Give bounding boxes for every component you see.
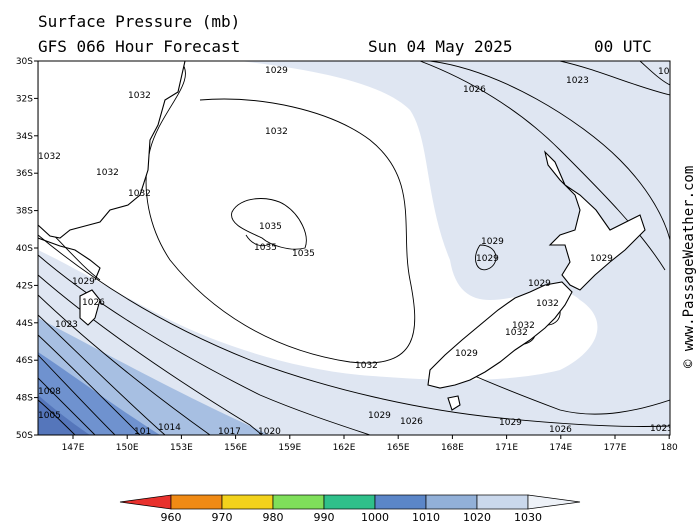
lon-tick-label: 177E: [604, 443, 627, 453]
isobar-label: 1008: [38, 387, 61, 397]
lon-tick-label: 180: [661, 443, 678, 453]
isobar-label: 1023: [55, 320, 78, 330]
isobar-label: 1014: [158, 423, 181, 433]
credit-text: © www.PassageWeather.com: [681, 166, 697, 368]
isobar-label: 1032: [96, 168, 119, 178]
isobar-label: 1035: [292, 249, 315, 259]
bass-strait-coast: [38, 237, 101, 281]
lat-tick-label: 34S: [16, 132, 33, 142]
credit-text-container: © www.PassageWeather.com: [676, 150, 700, 370]
isobar-label: 1029: [368, 411, 391, 421]
isobar-label: 1032: [505, 328, 528, 338]
isobar-label: 1032: [512, 321, 535, 331]
isobar-label: 1026: [82, 298, 105, 308]
legend-swatch: [323, 494, 376, 510]
lon-tick-label: 165E: [387, 443, 410, 453]
lat-tick-label: 42S: [16, 281, 33, 291]
pressure-band-deep: [38, 395, 90, 435]
isobar-label: 1032: [265, 127, 288, 137]
pressure-legend: 960 970 980 990 1000 1010 1020 1030: [119, 494, 581, 524]
isobar-label: 1029: [455, 349, 478, 359]
legend-label: 1020: [463, 511, 491, 524]
lat-tick-label: 40S: [16, 244, 33, 254]
isobar-label: 1032: [128, 91, 151, 101]
pressure-band-1000: [38, 352, 160, 435]
isobar-label: 1029: [265, 66, 288, 76]
lat-tick-label: 30S: [16, 57, 33, 67]
isobar-label: 1032: [128, 189, 151, 199]
legend-arrow-high: [527, 494, 581, 510]
legend-swatch: [425, 494, 478, 510]
isobar-label: 1029: [499, 418, 522, 428]
isobar-label: 1023: [566, 76, 589, 86]
lon-tick-label: 159E: [278, 443, 301, 453]
isobar-label: 1026: [400, 417, 423, 427]
isobar-label: 1029: [590, 254, 613, 264]
stewart-island: [447, 395, 461, 411]
lat-tick-label: 46S: [16, 356, 33, 366]
legend-swatch: [221, 494, 274, 510]
isobar-label: 1005: [38, 411, 61, 421]
isobar-label: 1020: [258, 427, 281, 437]
lon-tick-label: 174E: [549, 443, 572, 453]
legend-label: 1000: [361, 511, 389, 524]
lon-tick-label: 150E: [116, 443, 139, 453]
map-title: Surface Pressure (mb): [38, 12, 241, 31]
legend-label: 990: [314, 511, 335, 524]
tasmania: [79, 289, 101, 326]
isobar-label: 1032: [355, 361, 378, 371]
legend-label: 960: [161, 511, 182, 524]
lon-tick-label: 168E: [441, 443, 464, 453]
isobar-label: 1032: [536, 299, 559, 309]
isobar-label: 1026: [463, 85, 486, 95]
legend-label: 1010: [412, 511, 440, 524]
longitude-axis: 147E 150E 153E 156E 159E 162E 165E 168E 171E 174E…: [62, 435, 678, 453]
isobar-label: 1029: [528, 279, 551, 289]
legend-arrow-low: [119, 494, 172, 510]
lat-tick-label: 36S: [16, 169, 33, 179]
legend-label: 980: [263, 511, 284, 524]
isobar-label-group: 1029 1026 1023 102 1032 1032 1032 1032 1…: [38, 66, 675, 437]
pressure-band-1030: [38, 61, 598, 380]
isobar-label: 1029: [72, 277, 95, 287]
isobar-label: 1032: [38, 152, 61, 162]
lon-tick-label: 162E: [333, 443, 356, 453]
coastlines: [38, 61, 646, 411]
australia-coast: [38, 61, 186, 239]
isobar-label: 1029: [476, 254, 499, 264]
isobar-label: 1026: [549, 425, 572, 435]
latitude-axis: 30S 32S 34S 36S 38S 40S 42S 44S 46S 48S 50S: [16, 57, 38, 441]
lon-tick-label: 156E: [224, 443, 247, 453]
isobar-label: 1023: [650, 424, 673, 434]
lat-tick-label: 38S: [16, 207, 33, 217]
nz-north-island: [544, 150, 646, 291]
legend-label: 970: [212, 511, 233, 524]
lat-tick-label: 32S: [16, 94, 33, 104]
lon-tick-label: 153E: [170, 443, 193, 453]
lon-tick-label: 171E: [495, 443, 518, 453]
isobar-label: 101: [134, 427, 151, 437]
nz-south-island: [427, 281, 573, 389]
isobar-label: 1017: [218, 427, 241, 437]
forecast-date: Sun 04 May 2025: [368, 37, 513, 56]
isobar-label: 1029: [481, 237, 504, 247]
legend-label: 1030: [514, 511, 542, 524]
lat-tick-label: 44S: [16, 319, 33, 329]
isobar-label: 1035: [259, 222, 282, 232]
lat-tick-label: 48S: [16, 394, 33, 404]
legend-swatch: [476, 494, 529, 510]
legend-swatch: [374, 494, 427, 510]
legend-swatch: [272, 494, 325, 510]
legend-swatch: [170, 494, 223, 510]
forecast-time: 00 UTC: [594, 37, 652, 56]
lon-tick-label: 147E: [62, 443, 85, 453]
forecast-label: GFS 066 Hour Forecast: [38, 37, 241, 56]
lat-tick-label: 50S: [16, 431, 33, 441]
isobar-label: 1035: [254, 243, 277, 253]
isobar-label: 102: [658, 67, 675, 77]
